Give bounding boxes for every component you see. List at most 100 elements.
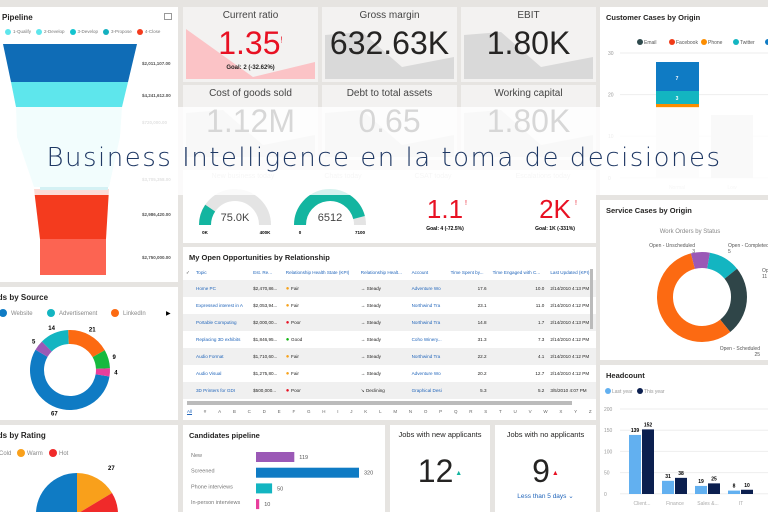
alphabet-filter-H[interactable]: H xyxy=(322,409,326,414)
table-cell[interactable]: Replacing 3D exhibits xyxy=(196,337,241,342)
column-header[interactable]: Time Engaged with C... xyxy=(492,270,541,275)
row-select[interactable] xyxy=(183,365,193,382)
bar-value: 19 xyxy=(698,479,704,485)
row-select[interactable] xyxy=(183,331,193,348)
alphabet-filter-L[interactable]: L xyxy=(379,409,382,414)
row-select[interactable] xyxy=(183,297,193,314)
alphabet-filter-Y[interactable]: Y xyxy=(574,409,578,414)
slice-label: 21 xyxy=(89,328,96,334)
alphabet-filter-P[interactable]: P xyxy=(439,409,443,414)
table-cell[interactable]: Northwind Tra xyxy=(408,348,448,365)
column-header[interactable]: Time Spent by... xyxy=(450,270,484,275)
days-filter-dropdown[interactable]: Less than 5 days ⌄ xyxy=(495,492,596,500)
column-header[interactable]: Topic xyxy=(196,270,207,275)
table-cell[interactable]: Expressed interest in A xyxy=(196,303,243,308)
table-row[interactable]: Portable Computing $2,000,00... ● Poor → St… xyxy=(183,314,596,331)
alphabet-filter-U[interactable]: U xyxy=(513,409,517,414)
funnel-value-label: $4,241,612.00 xyxy=(142,93,171,98)
alphabet-filter-O[interactable]: O xyxy=(423,409,428,414)
column-header[interactable]: Account xyxy=(411,270,429,275)
alphabet-filter-C[interactable]: C xyxy=(247,409,251,414)
bar-label: New xyxy=(191,453,202,459)
row-select[interactable] xyxy=(183,314,193,331)
alphabet-filter-B[interactable]: B xyxy=(232,409,236,414)
row-select[interactable] xyxy=(183,382,193,399)
table-cell[interactable]: Adventure Wo xyxy=(411,371,441,376)
vertical-scrollbar[interactable] xyxy=(590,269,593,329)
chart-subtitle: Work Orders by Status xyxy=(660,229,721,235)
alphabet-filter-E[interactable]: E xyxy=(277,409,281,414)
table-row[interactable]: 3D Printers for GDI $500,000... ● Poor ↘ De… xyxy=(183,382,596,399)
alphabet-filter: All # A B C D E F G H I J K L M N O P Q R S T U V W X Y Z xyxy=(187,409,592,414)
health-label: Fair xyxy=(291,302,299,308)
table-cell[interactable]: Audio Visual xyxy=(196,371,222,376)
table-row[interactable]: Replacing 3D exhibits $1,846,95... ● Good →… xyxy=(183,331,596,348)
legend-dot xyxy=(5,29,11,35)
alphabet-filter-J[interactable]: J xyxy=(350,409,353,414)
opportunities-title[interactable]: My Open Opportunities by Relationship xyxy=(189,253,330,262)
table-cell[interactable]: Home PC xyxy=(193,280,251,297)
table-cell[interactable]: Graphical Desi xyxy=(408,382,448,399)
kpi-value: 632.63K xyxy=(322,27,457,59)
alphabet-filter-F[interactable]: F xyxy=(292,409,296,414)
alphabet-filter-T[interactable]: T xyxy=(499,409,502,414)
table-row[interactable]: Audio Format $1,710,60... ● Fair → Steady No… xyxy=(183,348,596,365)
table-cell[interactable]: Northwind Tra xyxy=(408,314,448,331)
column-header[interactable]: Relationship Health State (KPI) xyxy=(285,270,350,275)
alphabet-filter-G[interactable]: G xyxy=(306,409,311,414)
table-cell: ● Good xyxy=(283,331,358,348)
alphabet-filter-D[interactable]: D xyxy=(262,409,266,414)
table-cell[interactable]: Portable Computing xyxy=(193,314,251,331)
bar xyxy=(741,489,753,494)
alphabet-filter-W[interactable]: W xyxy=(543,409,548,414)
slice-label: 9 xyxy=(113,355,117,361)
alphabet-filter-A[interactable]: A xyxy=(218,409,222,414)
trend-label: Steady xyxy=(366,371,381,376)
expand-icon[interactable] xyxy=(164,13,172,20)
alphabet-filter-#[interactable]: # xyxy=(203,409,207,414)
alphabet-filter-V[interactable]: V xyxy=(528,409,532,414)
y-tick: 150 xyxy=(604,428,613,434)
kpi-title: Debt to total assets xyxy=(346,88,433,99)
kpi-title: Working capital xyxy=(494,88,563,99)
bar-segment xyxy=(656,91,699,104)
legend-label: 2-Develop xyxy=(44,29,65,35)
table-cell[interactable]: Adventure Wo xyxy=(408,280,448,297)
row-select[interactable] xyxy=(183,280,193,297)
alphabet-filter-All[interactable]: All xyxy=(187,409,193,414)
alphabet-filter-K[interactable]: K xyxy=(364,409,368,414)
alphabet-filter-I[interactable]: I xyxy=(337,409,339,414)
alphabet-filter-X[interactable]: X xyxy=(559,409,563,414)
alphabet-filter-R[interactable]: R xyxy=(469,409,473,414)
select-all-checkbox[interactable]: ✓ xyxy=(186,269,190,275)
arrow-right-icon: → xyxy=(360,303,367,308)
table-row[interactable]: Expressed interest in A $2,053,94... ● Fai… xyxy=(183,297,596,314)
table-row[interactable]: Home PC $2,470,86... ● Fair → Steady Adventu… xyxy=(183,280,596,297)
alphabet-filter-Q[interactable]: Q xyxy=(453,409,458,414)
slice-label: 27 xyxy=(108,466,115,472)
column-header[interactable]: Est. Re... xyxy=(253,270,273,275)
row-select[interactable] xyxy=(183,348,193,365)
arrow-right-icon: → xyxy=(360,371,367,376)
table-cell[interactable]: Audio Format xyxy=(193,348,251,365)
alphabet-filter-Z[interactable]: Z xyxy=(588,409,592,414)
table-cell: ● Fair xyxy=(283,297,358,314)
slice-label: 4 xyxy=(114,371,118,377)
bar xyxy=(695,485,707,494)
table-cell[interactable]: Northwind Tra xyxy=(411,303,441,308)
table-cell[interactable]: Coho Winery... xyxy=(411,337,442,342)
leads-source-donut: Website Advertisement LinkedIn ▶ 67 5 14 21 9 4 xyxy=(0,309,171,417)
column-header[interactable]: Relationship Healt... xyxy=(360,270,402,275)
kpi-value: 1.80K xyxy=(461,27,596,59)
alphabet-filter-M[interactable]: M xyxy=(393,409,398,414)
horizontal-scrollbar[interactable] xyxy=(187,401,572,405)
kpi-area xyxy=(325,32,454,79)
slice-label: Open - In Progress xyxy=(762,268,768,274)
table-cell[interactable]: 3D Printers for GDI xyxy=(193,382,251,399)
pipeline-title[interactable]: Pipeline xyxy=(2,13,33,22)
alphabet-filter-S[interactable]: S xyxy=(484,409,488,414)
column-header[interactable]: Last Updated (KPI) xyxy=(550,270,590,275)
table-row[interactable]: Audio Visual $1,275,80... ● Fair → Steady Ad… xyxy=(183,365,596,382)
alphabet-filter-N[interactable]: N xyxy=(408,409,413,414)
bar-value: 25 xyxy=(711,476,717,482)
